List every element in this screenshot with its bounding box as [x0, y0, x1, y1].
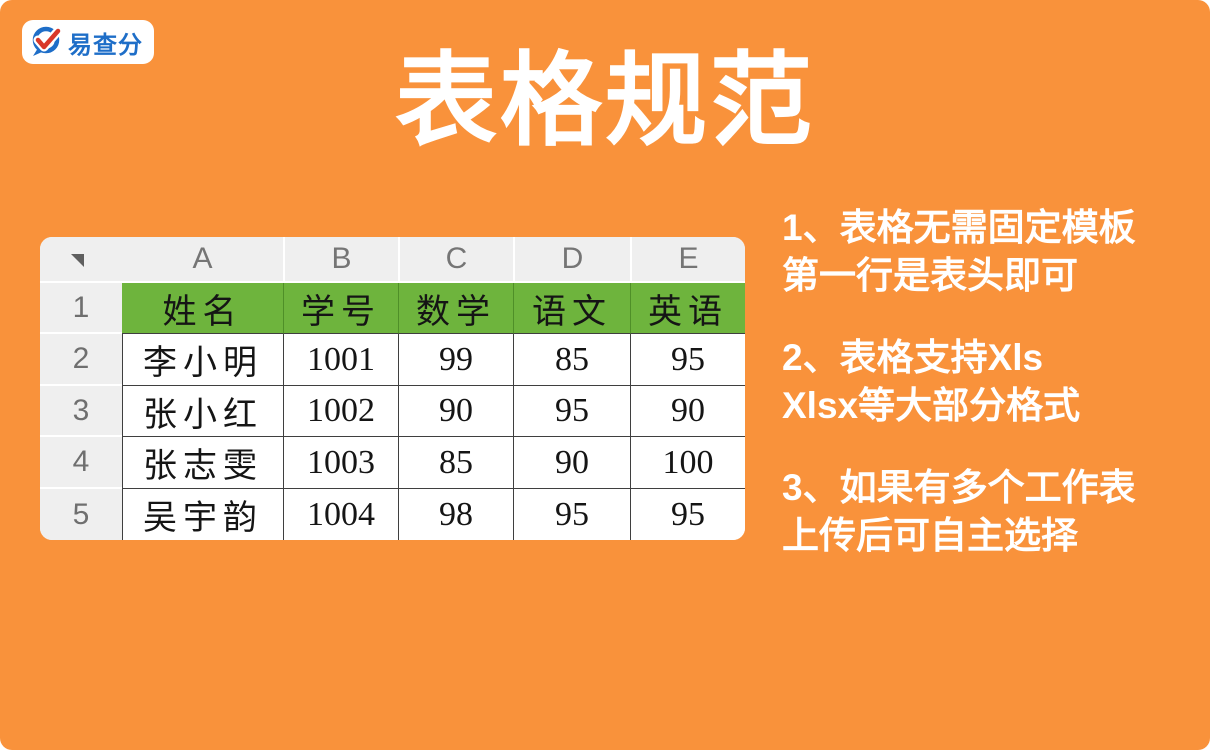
cell-name: 李小明: [122, 334, 283, 386]
cell-math-score: 90: [398, 386, 513, 437]
notes-list: 1、表格无需固定模板 第一行是表头即可 2、表格支持Xls Xlsx等大部分格式…: [782, 204, 1202, 594]
row-header-2: 2: [40, 334, 122, 386]
cell-math-score: 99: [398, 334, 513, 386]
cell-student-id: 1001: [283, 334, 398, 386]
yichafen-logo-icon: [29, 25, 63, 59]
row-header-3: 3: [40, 386, 122, 437]
note-line: 3、如果有多个工作表: [782, 467, 1136, 508]
cell-name: 张志雯: [122, 437, 283, 489]
note-line: 1、表格无需固定模板: [782, 207, 1136, 248]
note-line: Xlsx等大部分格式: [782, 385, 1081, 426]
table-header-cell: 学号: [283, 283, 398, 334]
spreadsheet-panel: A B C D E 1 姓名 学号 数学 语文 英语 2 李小明 1001 99…: [40, 237, 745, 540]
table-header-cell: 数学: [398, 283, 513, 334]
table-header-cell: 英语: [630, 283, 745, 334]
column-header-e: E: [630, 237, 745, 283]
cell-chinese-score: 95: [513, 489, 630, 540]
column-header-d: D: [513, 237, 630, 283]
cell-chinese-score: 95: [513, 386, 630, 437]
cell-english-score: 95: [630, 334, 745, 386]
cell-math-score: 98: [398, 489, 513, 540]
cell-student-id: 1003: [283, 437, 398, 489]
note-item-2: 2、表格支持Xls Xlsx等大部分格式: [782, 334, 1202, 430]
row-header-5: 5: [40, 489, 122, 540]
column-header-c: C: [398, 237, 513, 283]
cell-name: 张小红: [122, 386, 283, 437]
row-header-1: 1: [40, 283, 122, 334]
logo-text: 易查分: [68, 31, 143, 59]
table-header-cell: 姓名: [122, 283, 283, 334]
note-line: 上传后可自主选择: [782, 515, 1078, 556]
cell-english-score: 100: [630, 437, 745, 489]
note-line: 第一行是表头即可: [782, 255, 1078, 296]
note-item-1: 1、表格无需固定模板 第一行是表头即可: [782, 204, 1202, 300]
cell-math-score: 85: [398, 437, 513, 489]
note-item-3: 3、如果有多个工作表 上传后可自主选择: [782, 464, 1202, 560]
cell-student-id: 1004: [283, 489, 398, 540]
table-header-cell: 语文: [513, 283, 630, 334]
logo: 易查分: [22, 20, 154, 64]
cell-name: 吴宇韵: [122, 489, 283, 540]
cell-student-id: 1002: [283, 386, 398, 437]
page-title: 表格规范: [395, 44, 815, 158]
column-header-a: A: [122, 237, 283, 283]
cell-chinese-score: 85: [513, 334, 630, 386]
select-all-icon: [71, 254, 84, 267]
cell-english-score: 90: [630, 386, 745, 437]
note-line: 2、表格支持Xls: [782, 337, 1044, 378]
cell-english-score: 95: [630, 489, 745, 540]
row-header-4: 4: [40, 437, 122, 489]
column-header-b: B: [283, 237, 398, 283]
cell-chinese-score: 90: [513, 437, 630, 489]
